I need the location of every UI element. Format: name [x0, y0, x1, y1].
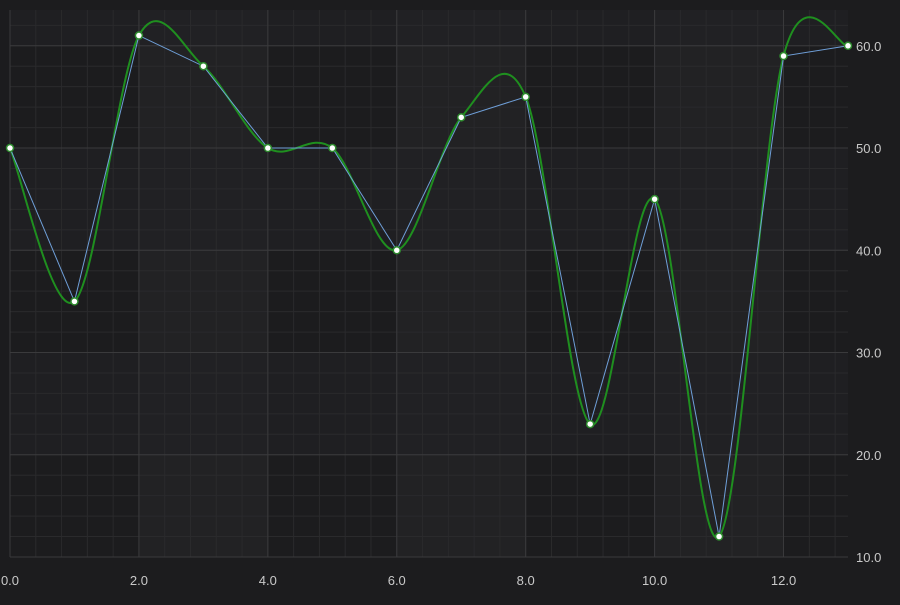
x-axis-tick-labels: 0.0 2.0 4.0 6.0 8.0 10.0 12.0	[1, 573, 796, 588]
y-tick-label: 20.0	[856, 448, 881, 463]
data-point-marker	[779, 51, 788, 61]
plot-band	[10, 148, 848, 251]
data-point-marker	[134, 31, 144, 40]
x-tick-label: 0.0	[1, 573, 19, 588]
x-tick-label: 8.0	[517, 573, 535, 588]
data-point-marker	[263, 143, 273, 153]
x-tick-label: 2.0	[130, 573, 148, 588]
data-point-marker	[521, 92, 530, 102]
major-gridlines	[9, 10, 848, 558]
data-point-marker	[843, 41, 853, 51]
plot-band	[10, 10, 848, 46]
y-tick-label: 40.0	[856, 243, 881, 258]
y-axis-tick-labels: 10.0 20.0 30.0 40.0 50.0 60.0	[856, 39, 881, 565]
plot-band	[654, 10, 784, 557]
data-point-marker	[328, 143, 337, 153]
y-tick-label: 30.0	[856, 346, 881, 361]
data-point-marker	[714, 532, 724, 541]
plot-band	[138, 10, 268, 557]
data-point-marker	[585, 419, 595, 429]
data-markers	[5, 31, 853, 541]
y-tick-label: 60.0	[856, 39, 881, 54]
data-point-marker	[5, 143, 15, 153]
plot-bands	[10, 10, 848, 557]
y-tick-label: 50.0	[856, 141, 881, 156]
x-tick-label: 6.0	[388, 573, 406, 588]
data-point-marker	[456, 113, 466, 122]
x-tick-label: 10.0	[642, 573, 667, 588]
plot-band	[396, 10, 526, 557]
plot-band	[10, 352, 848, 455]
data-point-marker	[199, 61, 208, 71]
x-tick-label: 4.0	[259, 573, 277, 588]
data-point-marker	[392, 246, 402, 255]
data-point-marker	[70, 297, 79, 306]
x-tick-label: 12.0	[771, 573, 796, 588]
data-point-marker	[650, 194, 659, 204]
linear-series-line	[9, 34, 849, 537]
y-tick-label: 10.0	[856, 550, 881, 565]
